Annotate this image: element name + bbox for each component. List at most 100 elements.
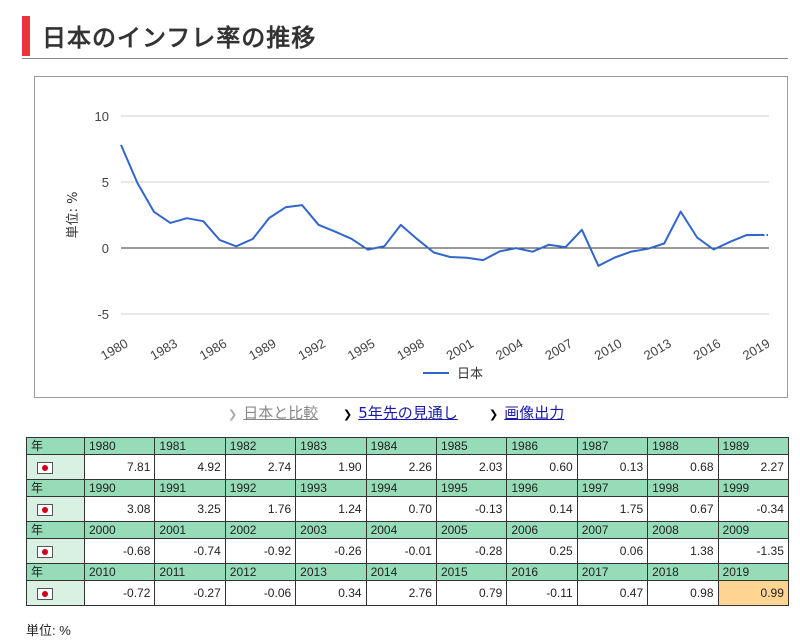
data-point [433,251,435,253]
value-cell: -0.74 [154,538,226,564]
compare-link[interactable]: ❯ 日本と比較 [228,404,319,422]
year-cell: 1996 [506,479,578,497]
table-row: 7.81 4.92 2.74 1.90 2.26 2.03 0.60 0.13 0.68 2.27 [26,454,789,480]
year-cell: 2003 [295,521,367,539]
value-cell: 1.76 [224,496,297,522]
value-cell: -0.26 [295,538,367,564]
data-point [647,248,649,250]
x-tick-label: 2010 [592,336,625,363]
value-cell: 1.75 [576,496,649,522]
data-point [630,250,632,252]
data-point [367,249,369,251]
year-cell: 1983 [295,437,367,455]
value-cell: -0.01 [365,538,437,564]
value-cell: 0.13 [576,454,649,480]
year-cell: 1989 [717,437,789,455]
x-tick-label: 1992 [295,336,328,363]
data-point [350,238,352,240]
value-cell: 1.38 [647,538,719,564]
year-cell: 2019 [717,563,789,581]
year-cell: 1998 [647,479,719,497]
value-cell: -0.13 [435,496,508,522]
value-cell: 0.70 [365,496,437,522]
value-cell: 0.06 [576,538,649,564]
data-point [186,217,188,219]
x-tick-label: 2001 [444,336,477,363]
japan-flag-icon [37,503,53,516]
year-cell: 1995 [435,479,508,497]
y-tick-label: 10 [95,109,109,124]
data-point [597,265,599,267]
chart-container: 10 5 0 -5 1980 1983 1986 1989 1992 1995 1998 2001 20… [34,76,788,398]
year-cell: 2009 [717,521,789,539]
table-row: 3.08 3.25 1.76 1.24 0.70 -0.13 0.14 1.75 0.67 -0.… [26,496,789,522]
value-cell: -0.34 [717,496,789,522]
data-point [696,236,698,238]
forecast-link[interactable]: ❯ 5年先の見通し [343,404,458,422]
value-cell: -0.72 [83,580,156,606]
data-point [317,224,319,226]
value-cell: -0.28 [435,538,508,564]
value-cell: 0.79 [435,580,508,606]
value-cell: 3.08 [83,496,156,522]
year-cell: 2007 [576,521,649,539]
legend-label: 日本 [457,367,483,382]
value-cell: 2.74 [224,454,297,480]
data-point [515,247,517,249]
value-cell: -0.06 [224,580,297,606]
x-tick-label: 1986 [197,336,230,363]
year-label: 年 [26,479,85,497]
year-cell: 1992 [224,479,297,497]
year-cell: 2000 [83,521,156,539]
value-cell: -1.35 [717,538,789,564]
chevron-right-icon: ❯ [343,408,353,421]
data-point [301,204,303,206]
data-point [416,238,418,240]
table-header-row: 年 1980 1981 1982 1983 1984 1985 1986 1987 1988 198… [26,437,789,455]
data-point [219,239,221,241]
data-point [679,210,681,212]
value-cell: 4.92 [154,454,226,480]
year-label: 年 [26,521,85,539]
data-point [581,229,583,231]
japan-flag-icon [37,587,53,600]
series-line-japan [120,144,764,267]
unit-note: 単位: % [26,623,71,638]
year-cell: 2010 [83,563,156,581]
japan-flag-icon [37,461,53,474]
value-cell: 0.99 [717,580,789,606]
year-cell: 1993 [295,479,367,497]
data-table: 年 1980 1981 1982 1983 1984 1985 1986 1987 1988 198… [26,437,789,606]
data-point [251,238,253,240]
chevron-right-icon: ❯ [489,408,499,421]
data-point [383,245,385,247]
value-cell: -0.68 [83,538,156,564]
y-axis-label: 単位: % [65,192,81,239]
year-cell: 1987 [576,437,649,455]
value-cell: 0.14 [506,496,578,522]
value-cell: 0.67 [647,496,719,522]
value-cell: 3.25 [154,496,226,522]
year-label: 年 [26,437,85,455]
y-tick-label: 5 [102,175,109,190]
x-tick-label: 2016 [691,336,724,363]
value-cell: 1.24 [295,496,367,522]
year-cell: 2016 [506,563,578,581]
flag-cell [26,538,85,564]
link-bar: ❯ 日本と比較 ❯ 5年先の見通し ❯ 画像出力 [0,402,800,426]
data-point [548,244,550,246]
x-tick-label: 1983 [147,336,180,363]
value-cell: 0.47 [576,580,649,606]
year-cell: 1988 [647,437,719,455]
value-cell: 1.90 [295,454,367,480]
export-image-link[interactable]: ❯ 画像出力 [489,404,565,422]
value-cell: 7.81 [83,454,156,480]
data-point [169,222,171,224]
year-cell: 1981 [154,437,226,455]
data-point [400,224,402,226]
year-cell: 2004 [365,521,437,539]
data-point [202,220,204,222]
value-cell: 0.25 [506,538,578,564]
x-tick-label: 2004 [493,336,526,363]
year-cell: 2005 [435,521,508,539]
